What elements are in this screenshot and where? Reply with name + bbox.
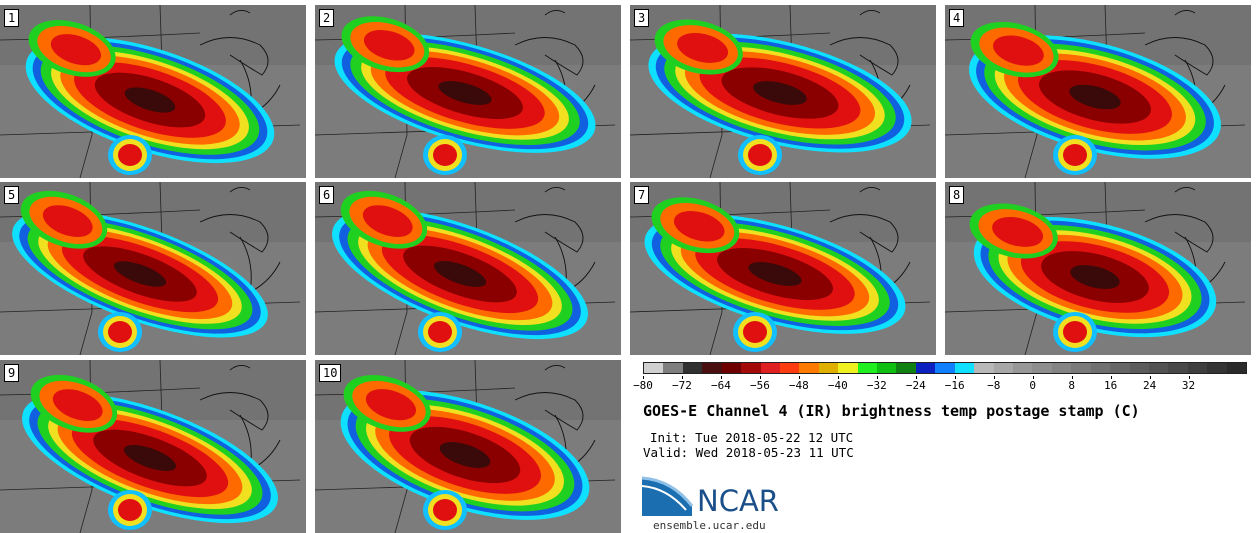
colorbar-segment	[741, 363, 761, 373]
colorbar-tick-mark	[798, 376, 800, 379]
colorbar-segment	[1013, 363, 1033, 373]
map-panel-7: 7	[630, 182, 936, 355]
figure-title: GOES-E Channel 4 (IR) brightness temp po…	[643, 402, 1140, 420]
colorbar-tick-mark	[681, 376, 683, 379]
colorbar-segment	[682, 363, 703, 373]
colorbar-tick-label: −16	[944, 379, 965, 392]
colorbar-tick-label: −80	[633, 379, 653, 392]
panel-label: 3	[634, 9, 650, 27]
map-panel-9: 9	[0, 360, 306, 533]
map-panel-10: 10	[315, 360, 621, 533]
ncar-logo-icon	[642, 476, 694, 516]
panel-label: 7	[634, 186, 650, 204]
colorbar-tick-mark	[915, 376, 917, 379]
colorbar-segment	[1187, 363, 1208, 373]
panel-label: 5	[4, 186, 20, 204]
colorbar-tick-mark	[1188, 376, 1190, 379]
colorbar-segment	[1129, 363, 1149, 373]
colorbar-segment	[896, 363, 916, 373]
site-url: ensemble.ucar.edu	[653, 519, 766, 532]
panel-label: 2	[319, 9, 335, 27]
colorbar-segment	[799, 363, 819, 373]
colorbar-tick-mark	[993, 376, 995, 379]
panel-label: 9	[4, 364, 20, 382]
colorbar-segment	[1168, 363, 1188, 373]
colorbar-ticks: −80 −72 −64 −56 −48 −40 −32 −24 −16 −8 0 8 16 24 32	[633, 376, 1247, 396]
panel-label: 10	[319, 364, 342, 382]
map-panel-1: 1	[0, 5, 306, 178]
colorbar-segment	[779, 363, 800, 373]
logo-text: NCAR	[697, 484, 779, 518]
map-panel-6: 6	[315, 182, 621, 355]
colorbar-segment	[1071, 363, 1091, 373]
colorbar-tick-mark	[954, 376, 956, 379]
colorbar-tick-label: 16	[1103, 379, 1118, 392]
map-panel-8: 8	[945, 182, 1251, 355]
colorbar-segment	[877, 363, 897, 373]
colorbar-segment	[721, 363, 742, 373]
colorbar-tick-mark	[1149, 376, 1151, 379]
colorbar-tick-label: 32	[1181, 379, 1196, 392]
panel-label: 1	[4, 9, 20, 27]
colorbar-segment	[954, 363, 975, 373]
colorbar-tick-mark	[876, 376, 878, 379]
colorbar-segment	[644, 363, 664, 373]
colorbar-tick-label: −64	[710, 379, 731, 392]
colorbar-tick-label: −56	[749, 379, 770, 392]
colorbar-segment	[1032, 363, 1052, 373]
colorbar-tick-mark	[837, 376, 839, 379]
panel-label: 4	[949, 9, 965, 27]
colorbar-segment	[915, 363, 936, 373]
colorbar-segment	[1110, 363, 1130, 373]
map-panel-4: 4	[945, 5, 1251, 178]
init-time: Init: Tue 2018-05-22 12 UTC	[650, 430, 854, 445]
colorbar-tick-mark	[1032, 376, 1034, 379]
colorbar-segment	[1051, 363, 1072, 373]
colorbar-tick-label: −8	[987, 379, 1001, 392]
colorbar-segment	[838, 363, 858, 373]
colorbar-segment	[993, 363, 1014, 373]
panel-label: 8	[949, 186, 965, 204]
colorbar	[643, 362, 1247, 374]
colorbar-tick-label: 8	[1068, 379, 1075, 392]
valid-time: Valid: Wed 2018-05-23 11 UTC	[643, 445, 854, 460]
colorbar-segment	[857, 363, 878, 373]
colorbar-tick-mark	[1110, 376, 1112, 379]
colorbar-tick-mark	[759, 376, 761, 379]
colorbar-segment	[1226, 363, 1247, 373]
colorbar-tick-label: −32	[866, 379, 887, 392]
colorbar-tick-label: −72	[672, 379, 692, 392]
colorbar-tick-label: −40	[827, 379, 848, 392]
colorbar-segment	[935, 363, 955, 373]
colorbar-tick-label: 24	[1142, 379, 1157, 392]
colorbar-segment	[663, 363, 683, 373]
colorbar-segment	[702, 363, 722, 373]
colorbar-segment	[1148, 363, 1169, 373]
colorbar-tick-label: −48	[788, 379, 809, 392]
colorbar-segment	[760, 363, 780, 373]
colorbar-segment	[818, 363, 839, 373]
colorbar-tick-mark	[643, 376, 644, 379]
colorbar-segment	[974, 363, 994, 373]
map-panel-5: 5	[0, 182, 306, 355]
panel-label: 6	[319, 186, 335, 204]
colorbar-tick-mark	[720, 376, 722, 379]
colorbar-segment	[1207, 363, 1227, 373]
colorbar-segment	[1090, 363, 1111, 373]
colorbar-tick-label: 0	[1029, 379, 1036, 392]
colorbar-tick-mark	[1071, 376, 1073, 379]
colorbar-tick-label: −24	[905, 379, 926, 392]
map-panel-2: 2	[315, 5, 621, 178]
map-panel-3: 3	[630, 5, 936, 178]
